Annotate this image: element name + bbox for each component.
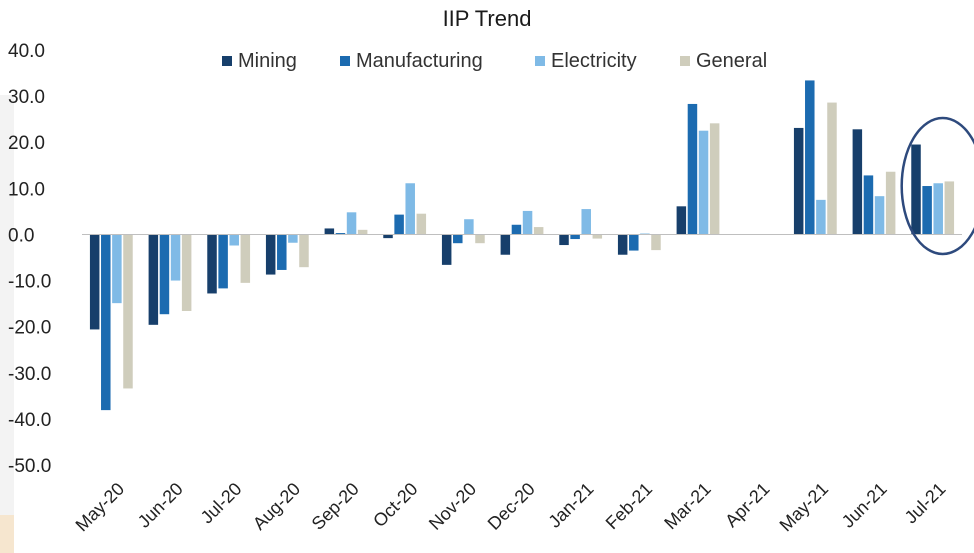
chart-title: IIP Trend (443, 6, 532, 31)
bar-electricity-jul-21 (933, 183, 943, 235)
x-tick-label: Jul-20 (197, 479, 246, 528)
legend-swatch-electricity (535, 56, 545, 66)
x-tick-label: Aug-20 (249, 479, 304, 534)
bar-electricity-aug-20 (288, 234, 298, 243)
bar-mining-aug-20 (265, 234, 276, 275)
bars-group (89, 80, 955, 411)
bar-general-sep-20 (357, 229, 368, 235)
y-tick-label: -40.0 (8, 410, 51, 431)
x-tick-label: Dec-20 (484, 479, 539, 534)
x-tick-label: Feb-21 (602, 479, 656, 533)
bar-manufacturing-mar-21 (687, 103, 698, 235)
x-tick-label: Jun-20 (134, 479, 187, 532)
legend-label-mining: Mining (238, 50, 297, 72)
bar-manufacturing-feb-21 (629, 234, 639, 251)
y-tick-label: -50.0 (8, 456, 51, 477)
x-tick-label: Sep-20 (308, 479, 363, 534)
bar-mining-jul-20 (207, 234, 217, 294)
bar-manufacturing-aug-20 (277, 234, 287, 270)
bar-manufacturing-sep-20 (335, 233, 346, 235)
x-tick-label: Jul-21 (901, 479, 950, 528)
bar-manufacturing-jan-21 (570, 234, 580, 240)
y-tick-label: 30.0 (8, 87, 45, 108)
bar-electricity-jun-20 (170, 234, 181, 281)
bar-electricity-mar-21 (698, 130, 709, 235)
bar-general-aug-20 (299, 234, 309, 268)
bar-general-jul-21 (944, 181, 955, 235)
bar-general-jan-21 (592, 234, 603, 239)
bar-mining-nov-20 (441, 234, 452, 265)
legend-label-manufacturing: Manufacturing (356, 50, 483, 72)
bar-general-oct-20 (416, 213, 427, 235)
bar-electricity-may-20 (112, 234, 122, 304)
bar-electricity-oct-20 (405, 183, 415, 235)
bar-general-dec-20 (533, 227, 544, 235)
bar-mining-jul-21 (911, 144, 921, 235)
x-tick-label: Mar-21 (660, 479, 714, 533)
x-axis-labels: May-20 Jun-20 Jul-20 Aug-20 Sep-20 Oct-20 Nov-… (72, 479, 950, 536)
bar-mining-jan-21 (559, 234, 569, 246)
bar-mining-jun-20 (148, 234, 159, 325)
bar-electricity-nov-20 (464, 219, 474, 235)
x-tick-label: Apr-21 (721, 479, 773, 531)
legend: Mining Manufacturing Electricity General (222, 50, 767, 72)
bar-manufacturing-dec-20 (511, 224, 522, 235)
bar-electricity-jul-20 (229, 234, 239, 246)
bar-mining-dec-20 (500, 234, 511, 255)
bar-manufacturing-nov-20 (453, 234, 463, 244)
y-tick-label: 40.0 (8, 41, 45, 62)
bar-electricity-jun-21 (874, 196, 885, 235)
bar-manufacturing-jul-21 (922, 186, 932, 235)
bar-mining-oct-20 (383, 234, 393, 239)
bar-electricity-sep-20 (346, 212, 357, 235)
bar-general-jun-20 (181, 234, 192, 311)
left-edge-panel (0, 95, 14, 553)
bar-general-nov-20 (475, 234, 485, 244)
x-tick-label: Jan-21 (544, 479, 597, 532)
bar-general-mar-21 (709, 123, 720, 235)
left-edge-glow (0, 515, 14, 553)
bar-mining-may-20 (89, 234, 100, 330)
bar-electricity-may-21 (816, 199, 826, 235)
bar-general-may-21 (827, 102, 837, 235)
bar-mining-jun-21 (852, 129, 863, 235)
bar-electricity-dec-20 (522, 210, 533, 235)
x-tick-label: May-20 (72, 479, 129, 536)
bar-manufacturing-jun-21 (863, 175, 874, 235)
y-axis-labels: 40.0 30.0 20.0 10.0 0.0 -10.0 -20.0 -30.0 -40.0 -… (8, 41, 51, 477)
legend-swatch-general (680, 56, 690, 66)
bar-mining-mar-21 (676, 206, 687, 235)
y-tick-label: -10.0 (8, 272, 51, 293)
bar-mining-feb-21 (617, 234, 628, 255)
bar-mining-may-21 (793, 127, 804, 235)
x-tick-label: Nov-20 (425, 479, 480, 534)
legend-label-general: General (696, 50, 767, 72)
x-tick-label: May-21 (776, 479, 833, 536)
bar-general-jul-20 (240, 234, 251, 283)
y-tick-label: 20.0 (8, 133, 45, 154)
bar-general-jun-21 (885, 171, 896, 235)
y-tick-label: 10.0 (8, 179, 45, 200)
bar-manufacturing-may-21 (805, 80, 815, 235)
legend-swatch-manufacturing (340, 56, 350, 66)
x-tick-label: Oct-20 (369, 479, 421, 531)
bar-manufacturing-oct-20 (394, 214, 404, 235)
y-tick-label: -20.0 (8, 318, 51, 339)
y-tick-label: 0.0 (8, 225, 34, 246)
bar-manufacturing-jun-20 (159, 234, 170, 315)
legend-label-electricity: Electricity (551, 50, 637, 72)
x-tick-label: Jun-21 (838, 479, 891, 532)
bar-mining-sep-20 (324, 228, 335, 235)
legend-swatch-mining (222, 56, 232, 66)
bar-manufacturing-jul-20 (218, 234, 228, 289)
bar-general-may-20 (123, 234, 133, 389)
bar-electricity-jan-21 (581, 209, 591, 235)
bar-general-feb-21 (651, 234, 661, 251)
y-tick-label: -30.0 (8, 364, 51, 385)
highlight-ellipse (900, 116, 974, 256)
bar-manufacturing-may-20 (101, 234, 111, 411)
